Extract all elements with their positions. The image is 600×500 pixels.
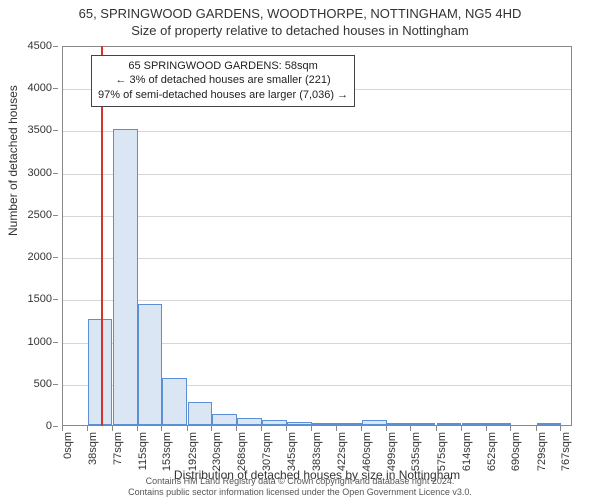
x-tick-label: 0sqm <box>62 432 74 459</box>
x-tick-label: 192sqm <box>187 432 199 471</box>
x-tick-mark <box>87 426 88 431</box>
gridline <box>63 174 571 175</box>
footer-attribution: Contains HM Land Registry data © Crown c… <box>0 476 600 498</box>
x-tick-label: 460sqm <box>361 432 373 471</box>
histogram-bar <box>138 304 163 425</box>
annotation-line: 97% of semi-detached houses are larger (… <box>98 88 348 103</box>
y-tick-label: 1500 <box>28 293 52 305</box>
x-tick-label: 38sqm <box>87 432 99 465</box>
y-tick-mark <box>53 299 58 300</box>
y-axis: 050010001500200025003000350040004500 <box>0 46 58 426</box>
y-tick-label: 3500 <box>28 124 52 136</box>
x-tick-label: 767sqm <box>560 432 572 471</box>
y-tick-mark <box>53 384 58 385</box>
histogram-bar <box>162 378 187 425</box>
y-tick-mark <box>53 215 58 216</box>
x-tick-label: 422sqm <box>336 432 348 471</box>
y-tick-label: 4500 <box>28 40 52 52</box>
x-tick-label: 268sqm <box>236 432 248 471</box>
x-tick-label: 499sqm <box>386 432 398 471</box>
x-tick-mark <box>236 426 237 431</box>
gridline <box>63 216 571 217</box>
histogram-bar <box>212 414 237 425</box>
plot-background: 65 SPRINGWOOD GARDENS: 58sqm← 3% of deta… <box>62 46 572 426</box>
x-tick-mark <box>386 426 387 431</box>
y-tick-mark <box>53 88 58 89</box>
page-title-address: 65, SPRINGWOOD GARDENS, WOODTHORPE, NOTT… <box>0 6 600 21</box>
y-tick-label: 3000 <box>28 167 52 179</box>
y-tick-mark <box>53 342 58 343</box>
annotation-box: 65 SPRINGWOOD GARDENS: 58sqm← 3% of deta… <box>91 55 355 108</box>
x-tick-mark <box>112 426 113 431</box>
annotation-line: 65 SPRINGWOOD GARDENS: 58sqm <box>98 59 348 74</box>
histogram-bar <box>487 423 512 425</box>
y-tick-mark <box>53 426 58 427</box>
y-tick-label: 1000 <box>28 336 52 348</box>
x-tick-label: 153sqm <box>161 432 173 471</box>
page-title-subtitle: Size of property relative to detached ho… <box>0 23 600 38</box>
x-tick-mark <box>410 426 411 431</box>
x-tick-mark <box>211 426 212 431</box>
x-tick-label: 383sqm <box>311 432 323 471</box>
histogram-bar <box>287 422 312 425</box>
x-tick-label: 535sqm <box>410 432 422 471</box>
x-tick-mark <box>560 426 561 431</box>
x-tick-mark <box>536 426 537 431</box>
y-tick-label: 4000 <box>28 82 52 94</box>
histogram-bar <box>362 420 387 425</box>
y-tick-mark <box>53 130 58 131</box>
y-tick-mark <box>53 46 58 47</box>
histogram-bar <box>237 418 262 425</box>
x-tick-mark <box>486 426 487 431</box>
y-tick-label: 0 <box>46 420 52 432</box>
histogram-bar <box>312 423 337 425</box>
x-tick-mark <box>361 426 362 431</box>
x-tick-mark <box>137 426 138 431</box>
histogram-bar <box>262 420 287 425</box>
x-tick-mark <box>461 426 462 431</box>
y-tick-label: 500 <box>34 378 52 390</box>
x-tick-mark <box>436 426 437 431</box>
y-tick-mark <box>53 257 58 258</box>
histogram-bar <box>113 129 138 425</box>
x-axis: 0sqm 38sqm 77sqm 115sqm 153sqm 192sqm 230sqm 26… <box>62 426 572 470</box>
x-tick-label: 729sqm <box>536 432 548 471</box>
x-tick-mark <box>62 426 63 431</box>
x-tick-mark <box>286 426 287 431</box>
x-tick-mark <box>336 426 337 431</box>
x-tick-label: 614sqm <box>461 432 473 471</box>
x-tick-label: 575sqm <box>436 432 448 471</box>
x-tick-label: 652sqm <box>486 432 498 471</box>
y-tick-label: 2000 <box>28 251 52 263</box>
chart-plot-area: 65 SPRINGWOOD GARDENS: 58sqm← 3% of deta… <box>62 46 572 426</box>
y-tick-mark <box>53 173 58 174</box>
histogram-bar <box>411 423 436 425</box>
x-tick-label: 690sqm <box>510 432 522 471</box>
x-tick-mark <box>261 426 262 431</box>
x-tick-mark <box>311 426 312 431</box>
histogram-bar <box>337 423 362 425</box>
histogram-bar <box>387 423 412 425</box>
x-tick-mark <box>510 426 511 431</box>
annotation-line: ← 3% of detached houses are smaller (221… <box>98 73 348 88</box>
gridline <box>63 300 571 301</box>
histogram-bar <box>437 423 462 425</box>
x-tick-mark <box>187 426 188 431</box>
histogram-bar <box>537 423 562 425</box>
gridline <box>63 131 571 132</box>
x-tick-label: 345sqm <box>286 432 298 471</box>
x-tick-label: 307sqm <box>261 432 273 471</box>
x-tick-label: 115sqm <box>137 432 149 470</box>
footer-line1: Contains HM Land Registry data © Crown c… <box>0 476 600 487</box>
y-tick-label: 2500 <box>28 209 52 221</box>
x-tick-label: 230sqm <box>211 432 223 471</box>
x-tick-label: 77sqm <box>112 432 124 465</box>
histogram-bar <box>462 423 487 425</box>
footer-line2: Contains public sector information licen… <box>0 487 600 498</box>
x-tick-mark <box>161 426 162 431</box>
gridline <box>63 258 571 259</box>
histogram-bar <box>188 402 213 425</box>
